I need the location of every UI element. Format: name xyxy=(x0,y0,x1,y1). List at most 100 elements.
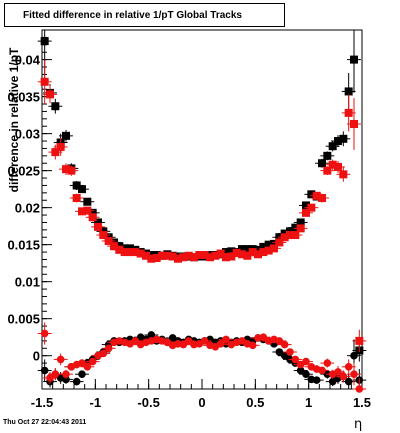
data-point xyxy=(280,351,289,360)
data-point xyxy=(179,340,188,349)
data-point xyxy=(328,377,337,386)
data-point xyxy=(78,185,86,194)
timestamp: Thu Oct 27 22:04:43 2011 xyxy=(3,419,87,426)
chart-title: Fitted difference in relative 1/pT Globa… xyxy=(4,3,285,27)
data-point xyxy=(259,242,268,251)
y-tick-label: 0.03 xyxy=(15,127,40,142)
data-point xyxy=(99,231,108,240)
data-point xyxy=(307,190,316,199)
x-tick-label: 1.5 xyxy=(353,395,371,410)
data-point xyxy=(296,218,305,227)
series-1 xyxy=(37,59,367,352)
data-point xyxy=(355,385,364,393)
data-marks xyxy=(37,30,367,393)
data-point xyxy=(248,341,257,350)
data-point xyxy=(46,90,54,99)
data-point xyxy=(350,351,358,360)
data-point xyxy=(88,208,97,217)
data-point xyxy=(318,159,326,168)
x-tick-label: -1 xyxy=(90,395,102,410)
data-point xyxy=(302,370,310,378)
data-point xyxy=(350,55,358,64)
data-point xyxy=(318,194,326,203)
data-point xyxy=(83,362,92,371)
data-point xyxy=(291,231,300,240)
y-tick-label: 0.025 xyxy=(7,164,40,179)
y-tick-label: 0.02 xyxy=(15,201,40,216)
data-point xyxy=(323,166,332,175)
data-point xyxy=(302,357,310,366)
data-point xyxy=(339,170,348,179)
data-point xyxy=(339,134,348,143)
data-point xyxy=(312,191,321,200)
data-point xyxy=(328,142,337,151)
x-axis-label: η xyxy=(354,417,362,432)
data-point xyxy=(56,355,65,364)
y-tick-label: 0.01 xyxy=(15,275,40,290)
data-point xyxy=(323,359,332,367)
data-point xyxy=(168,252,177,261)
data-point xyxy=(328,160,337,169)
data-point xyxy=(78,370,86,378)
data-point xyxy=(211,251,220,260)
data-point xyxy=(94,218,102,227)
y-axis-ticks: 0 0.005 0.01 0.015 0.02 0.025 0.03 0.035 0.04 xyxy=(7,29,52,371)
data-point xyxy=(222,253,230,262)
data-point xyxy=(179,253,188,262)
data-point xyxy=(344,377,353,386)
data-point xyxy=(72,181,81,190)
data-point xyxy=(104,344,113,353)
data-point xyxy=(296,366,305,375)
y-tick-label: 0.035 xyxy=(7,90,40,105)
data-point xyxy=(254,245,262,254)
data-point xyxy=(88,213,97,222)
data-point xyxy=(227,252,236,261)
data-point xyxy=(344,362,353,371)
data-point xyxy=(40,366,49,375)
data-point xyxy=(334,368,342,376)
data-point xyxy=(51,370,60,378)
data-point xyxy=(318,366,326,375)
data-point xyxy=(56,142,65,151)
data-point xyxy=(307,203,316,212)
data-point xyxy=(334,162,342,171)
data-point xyxy=(51,148,60,157)
data-point xyxy=(243,251,252,260)
data-point xyxy=(115,245,124,254)
x-tick-label: -1.5 xyxy=(31,395,53,410)
data-point xyxy=(248,248,257,257)
data-point xyxy=(280,233,289,242)
data-point xyxy=(334,137,342,146)
data-point xyxy=(40,77,49,86)
data-point xyxy=(62,131,70,140)
data-point xyxy=(51,102,60,111)
data-point xyxy=(104,236,113,245)
data-point xyxy=(62,370,70,378)
data-point xyxy=(184,337,193,345)
data-point xyxy=(72,194,81,203)
data-point xyxy=(344,87,353,96)
data-point xyxy=(280,340,289,349)
data-point xyxy=(232,248,241,257)
data-point xyxy=(206,253,214,262)
data-point xyxy=(350,120,358,129)
data-point xyxy=(88,357,97,366)
y-tick-label: 0.04 xyxy=(15,53,41,68)
y-axis-label: difference in relative 1/pT xyxy=(7,47,21,193)
data-point xyxy=(222,248,230,257)
data-point xyxy=(147,331,156,339)
data-point xyxy=(136,249,145,258)
data-point xyxy=(302,201,310,210)
data-point xyxy=(152,253,161,262)
data-point xyxy=(190,253,198,262)
data-point xyxy=(323,151,332,160)
data-point xyxy=(216,249,225,258)
data-point xyxy=(72,377,81,386)
data-point xyxy=(275,348,284,356)
data-point xyxy=(174,254,182,263)
data-point xyxy=(40,329,49,338)
data-point xyxy=(344,108,353,117)
data-point xyxy=(270,244,278,253)
data-point xyxy=(99,349,108,358)
